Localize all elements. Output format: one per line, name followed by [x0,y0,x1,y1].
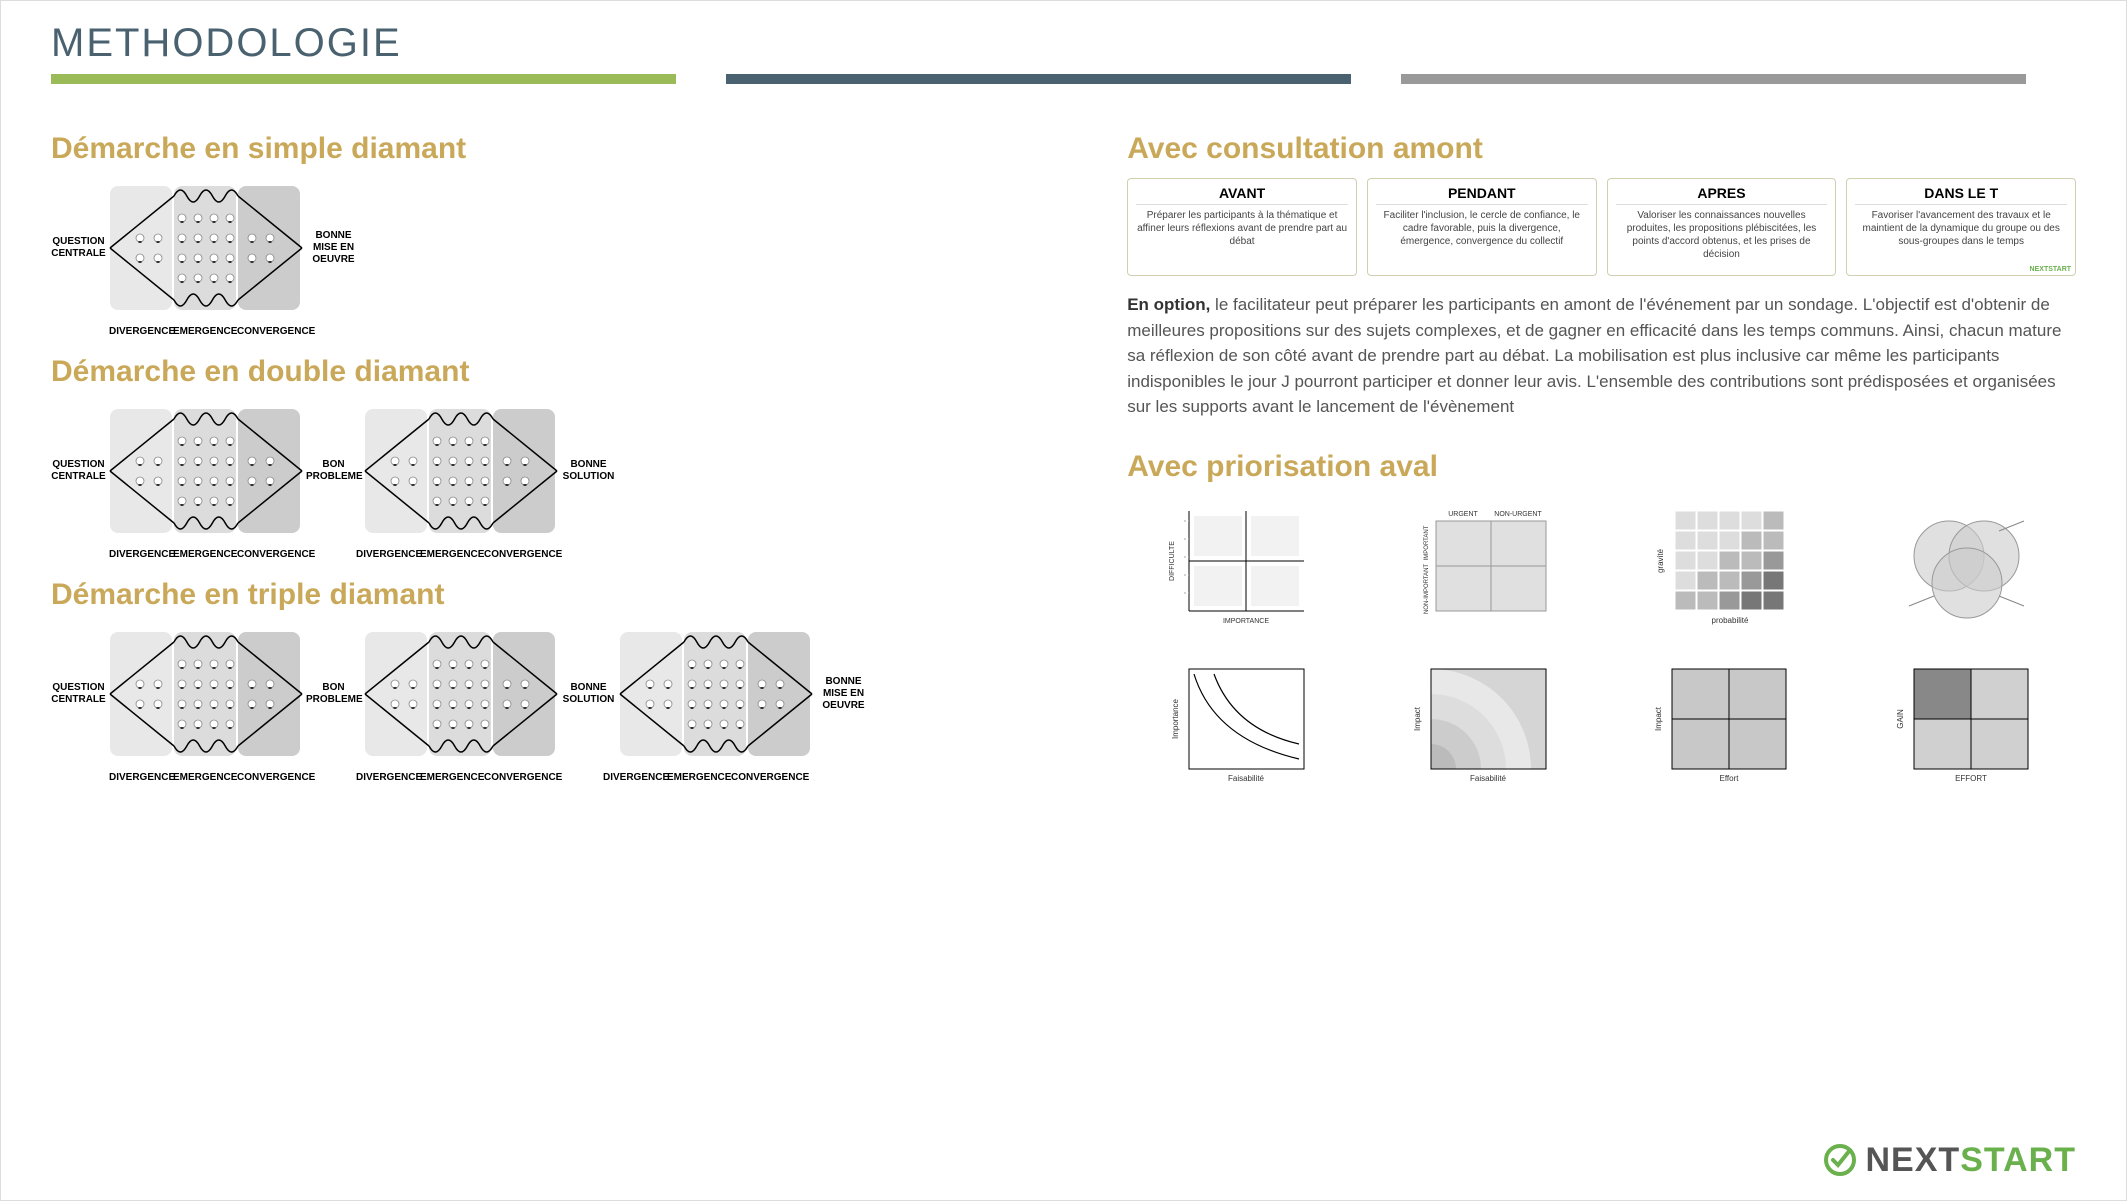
end-label: BONNEMISE ENOEUVRE [306,230,361,266]
matrix-risk-heatmap: probabilité gravité [1611,496,1835,636]
logo-text-start: START [1960,1141,2076,1179]
section-triple-title: Démarche en triple diamant [51,578,1047,612]
svg-text:probabilité: probabilité [1712,616,1749,625]
card-dans-le-t: DANS LE T Favoriser l'avancement des tra… [1846,178,2076,276]
start-label: QUESTIONCENTRALE [51,236,106,260]
logo-text-next: NEXT [1866,1141,1961,1179]
nextstart-mini-logo: NEXTSTART [2030,266,2071,273]
bar-green [51,74,676,84]
svg-text:IMPORTANCE: IMPORTANCE [1223,618,1269,625]
bar-grey [1401,74,2026,84]
svg-text:DIFFICULTE: DIFFICULTE [1169,540,1176,580]
matrix-impact-effort: Effort Impact [1611,654,1835,794]
phase-labels-double: DIVERGENCE EMERGENCE CONVERGENCE DIVERGE… [109,549,1047,560]
card-pendant: PENDANT Faciliter l'inclusion, le cercle… [1367,178,1597,276]
matrix-impact-feasibility-arcs: Faisabilité Impact [1369,654,1593,794]
svg-text:IMPORTANT: IMPORTANT [1424,525,1430,560]
diamond-triple: QUESTIONCENTRALE BONPROBLEME BONNESOLUTI… [51,624,1047,764]
matrix-importance-difficulty: IMPORTANCE DIFFICULTE [1127,496,1351,636]
phase-labels-triple: DIVERGENCE EMERGENCE CONVERGENCE DIVERGE… [109,772,1047,783]
mid-label: BONPROBLEME [306,459,361,483]
start-label: QUESTIONCENTRALE [51,682,106,706]
section-double-title: Démarche en double diamant [51,355,1047,389]
phase-emg: EMERGENCE [173,326,237,337]
svg-text:Faisabilité: Faisabilité [1228,774,1265,783]
bar-slate [726,74,1351,84]
matrix-importance-feasibility-curve: Faisabilité Importance [1127,654,1351,794]
phase-cards: AVANT Préparer les participants à la thé… [1127,178,2076,276]
svg-text:Importance: Importance [1171,698,1180,739]
phase-labels-single: DIVERGENCE EMERGENCE CONVERGENCE [109,326,1047,337]
nextstart-logo: NEXTSTART [1820,1140,2077,1180]
card-avant: AVANT Préparer les participants à la thé… [1127,178,1357,276]
svg-text:GAIN: GAIN [1896,709,1905,729]
svg-text:gravité: gravité [1656,548,1665,573]
matrix-eisenhower: URGENT NON-URGENT IMPORTANT NON-IMPORTANT [1369,496,1593,636]
start-label: QUESTIONCENTRALE [51,459,106,483]
diamond-double: QUESTIONCENTRALE BONPROBLEME BONNESOLUTI… [51,401,1047,541]
section-consult-title: Avec consultation amont [1127,132,2076,166]
phase-cnv: CONVERGENCE [237,326,301,337]
matrix-gain-effort: EFFORT GAIN [1852,654,2076,794]
svg-text:URGENT: URGENT [1448,511,1478,518]
svg-text:NON-URGENT: NON-URGENT [1494,511,1542,518]
svg-text:NON-IMPORTANT: NON-IMPORTANT [1424,563,1430,613]
svg-text:Effort: Effort [1720,774,1740,783]
page-title: METHODOLOGIE [51,21,2076,66]
matrix-venn [1852,496,2076,636]
diamond-single: QUESTIONCENTRALE BONNEMISE ENOEUVRE [51,178,1047,318]
end-label: BONNESOLUTION [561,459,616,483]
svg-text:Impact: Impact [1654,706,1663,731]
header-color-bar [51,74,2076,84]
phase-div: DIVERGENCE [109,326,173,337]
svg-text:Faisabilité: Faisabilité [1470,774,1507,783]
left-column: Démarche en simple diamant QUESTIONCENTR… [51,114,1047,794]
svg-text:EFFORT: EFFORT [1955,774,1987,783]
section-prior-title: Avec priorisation aval [1127,450,2076,484]
card-apres: APRES Valoriser les connaissances nouvel… [1607,178,1837,276]
right-column: Avec consultation amont AVANT Préparer l… [1127,114,2076,794]
svg-text:Impact: Impact [1413,706,1422,731]
prioritization-matrices: IMPORTANCE DIFFICULTE URGENT NON-URGENT IMP… [1127,496,2076,794]
logo-icon [1820,1140,1860,1180]
section-simple-title: Démarche en simple diamant [51,132,1047,166]
consultation-body-text: En option, le facilitateur peut préparer… [1127,292,2076,420]
